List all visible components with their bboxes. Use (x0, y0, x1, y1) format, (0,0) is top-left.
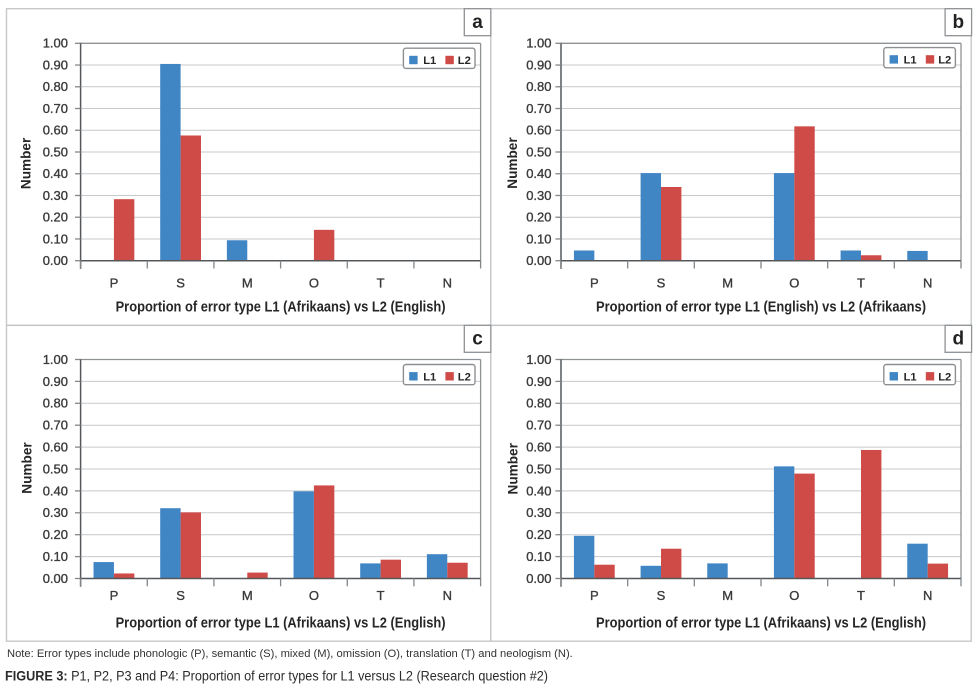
svg-text:L2: L2 (938, 372, 951, 384)
svg-text:0.20: 0.20 (526, 527, 551, 542)
svg-text:P: P (110, 275, 119, 290)
svg-text:L1: L1 (423, 372, 436, 384)
svg-text:0.40: 0.40 (526, 483, 551, 498)
svg-text:0.60: 0.60 (526, 440, 551, 455)
svg-text:T: T (377, 275, 385, 290)
svg-text:0.10: 0.10 (43, 231, 68, 246)
svg-text:0.00: 0.00 (526, 253, 551, 268)
svg-text:M: M (242, 588, 253, 603)
svg-text:0.10: 0.10 (526, 549, 551, 564)
svg-text:Proportion of error type L1 (A: Proportion of error type L1 (Afrikaans) … (116, 299, 446, 316)
svg-text:O: O (309, 588, 319, 603)
svg-text:0.00: 0.00 (526, 571, 551, 586)
svg-text:0.70: 0.70 (526, 418, 551, 433)
svg-text:0.60: 0.60 (43, 440, 68, 455)
svg-text:L2: L2 (458, 372, 471, 384)
svg-text:0.80: 0.80 (526, 396, 551, 411)
svg-text:S: S (657, 588, 666, 603)
svg-text:M: M (722, 588, 733, 603)
svg-text:0.30: 0.30 (526, 188, 551, 203)
svg-text:Proportion of error type L1 (E: Proportion of error type L1 (English) vs… (596, 299, 926, 316)
svg-text:L1: L1 (904, 372, 917, 384)
svg-text:T: T (377, 588, 385, 603)
svg-text:S: S (657, 275, 666, 290)
svg-text:0.20: 0.20 (43, 527, 68, 542)
svg-text:0.80: 0.80 (526, 79, 551, 94)
svg-text:0.70: 0.70 (43, 101, 68, 116)
svg-text:1.00: 1.00 (526, 36, 551, 51)
svg-text:P: P (110, 588, 119, 603)
svg-text:T: T (857, 275, 865, 290)
svg-text:P: P (590, 588, 599, 603)
svg-text:O: O (789, 588, 799, 603)
svg-text:0.70: 0.70 (526, 101, 551, 116)
svg-text:b: b (952, 12, 964, 33)
svg-text:0.50: 0.50 (43, 461, 68, 476)
svg-text:0.80: 0.80 (43, 79, 68, 94)
svg-text:Proportion of error type L1 (A: Proportion of error type L1 (Afrikaans) … (596, 615, 926, 632)
svg-text:1.00: 1.00 (43, 36, 68, 51)
svg-text:Number: Number (19, 442, 34, 494)
svg-text:0.10: 0.10 (43, 549, 68, 564)
svg-text:N: N (923, 588, 932, 603)
svg-text:0.90: 0.90 (526, 57, 551, 72)
svg-text:N: N (443, 275, 452, 290)
svg-text:0.80: 0.80 (43, 396, 68, 411)
svg-text:0.50: 0.50 (43, 144, 68, 159)
svg-text:L1: L1 (904, 55, 917, 67)
svg-text:Proportion of error type L1 (A: Proportion of error type L1 (Afrikaans) … (116, 615, 446, 632)
svg-text:0.40: 0.40 (526, 166, 551, 181)
svg-text:N: N (923, 275, 932, 290)
svg-text:0.00: 0.00 (43, 253, 68, 268)
svg-text:1.00: 1.00 (43, 352, 68, 367)
svg-text:0.30: 0.30 (526, 505, 551, 520)
svg-text:S: S (176, 275, 185, 290)
svg-text:P: P (590, 275, 599, 290)
svg-text:0.40: 0.40 (43, 483, 68, 498)
svg-text:O: O (309, 275, 319, 290)
svg-text:M: M (242, 275, 253, 290)
svg-text:O: O (789, 275, 799, 290)
svg-text:0.50: 0.50 (526, 144, 551, 159)
svg-text:N: N (443, 588, 452, 603)
svg-text:0.20: 0.20 (43, 210, 68, 225)
svg-text:M: M (722, 275, 733, 290)
svg-text:Note: Error types include phon: Note: Error types include phonologic (P)… (7, 648, 573, 660)
svg-text:L2: L2 (458, 55, 471, 67)
svg-text:d: d (952, 329, 964, 350)
svg-text:FIGURE 3: P1, P2, P3 and P4: P: FIGURE 3: P1, P2, P3 and P4: Proportion … (5, 669, 548, 685)
svg-text:0.40: 0.40 (43, 166, 68, 181)
svg-text:0.90: 0.90 (526, 374, 551, 389)
svg-text:Number: Number (505, 137, 520, 189)
svg-text:L1: L1 (423, 55, 436, 67)
svg-text:a: a (472, 12, 483, 33)
svg-text:1.00: 1.00 (526, 352, 551, 367)
svg-text:0.60: 0.60 (526, 123, 551, 138)
svg-text:0.30: 0.30 (43, 505, 68, 520)
svg-text:T: T (857, 588, 865, 603)
svg-text:Number: Number (18, 137, 33, 189)
svg-text:0.30: 0.30 (43, 188, 68, 203)
svg-text:0.20: 0.20 (526, 210, 551, 225)
svg-text:0.10: 0.10 (526, 231, 551, 246)
svg-text:0.90: 0.90 (43, 374, 68, 389)
svg-text:0.60: 0.60 (43, 123, 68, 138)
svg-text:0.00: 0.00 (43, 571, 68, 586)
svg-text:L2: L2 (938, 55, 951, 67)
svg-text:0.90: 0.90 (43, 57, 68, 72)
svg-text:0.70: 0.70 (43, 418, 68, 433)
svg-text:S: S (176, 588, 185, 603)
svg-text:c: c (472, 329, 483, 350)
svg-text:Number: Number (506, 442, 521, 494)
svg-text:0.50: 0.50 (526, 461, 551, 476)
